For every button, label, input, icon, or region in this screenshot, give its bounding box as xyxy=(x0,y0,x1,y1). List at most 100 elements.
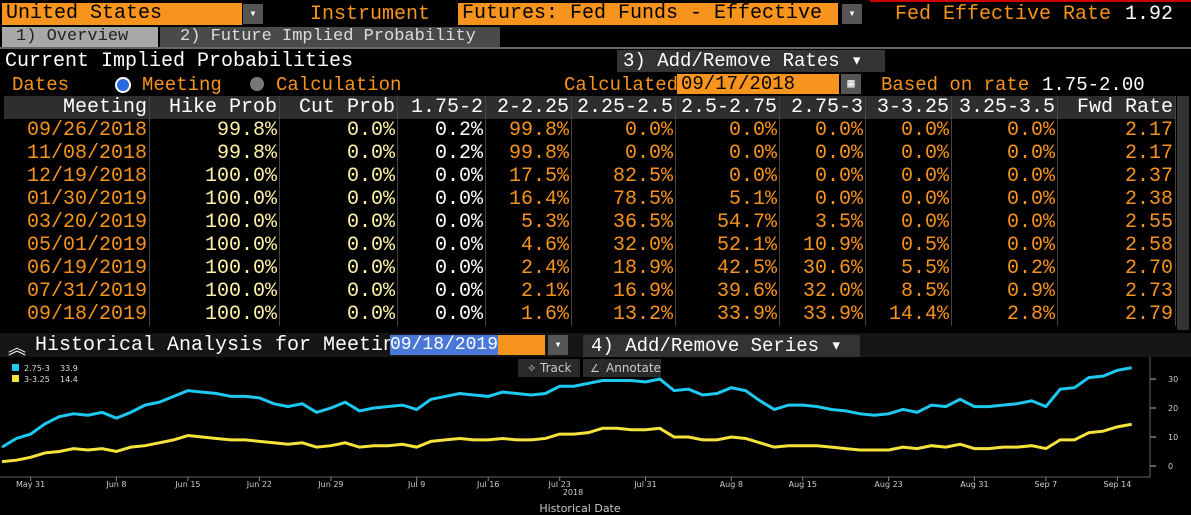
table-cell: 0.0% xyxy=(865,119,952,142)
column-header: 2.25-2.5 xyxy=(571,96,676,119)
chart: Track Annotate ✧ ∠ 2018 Historical Date … xyxy=(0,357,1178,515)
table-cell: 2.38 xyxy=(1057,188,1176,211)
table-cell: 5.5% xyxy=(865,257,952,280)
table-cell: 0.0% xyxy=(951,188,1058,211)
add-remove-button[interactable]: 3) Add/Remove Rates ▾ xyxy=(617,50,885,72)
table-cell: 0.0% xyxy=(865,142,952,165)
icon: ✧ xyxy=(527,362,536,375)
table-cell: 78.5% xyxy=(571,188,676,211)
instrument-field[interactable]: Futures: Fed Funds - Effective xyxy=(458,3,838,25)
x-tick-label: Jun 15 xyxy=(174,480,200,489)
y-tick-label: 0 xyxy=(1168,462,1173,471)
column-header: 2.5-2.75 xyxy=(675,96,780,119)
table-row: 12/19/2018 100.0% 0.0% 0.0% 17.5% 82.5% 0.0% 0.… xyxy=(4,165,1176,188)
add-series-button[interactable]: 4) Add/Remove Series ▾ xyxy=(583,335,860,357)
panel-title: Current Implied Probabilities xyxy=(5,50,354,73)
table-cell: 14.4% xyxy=(865,303,952,326)
meeting-field[interactable]: 09/18/2019 xyxy=(390,335,545,355)
legend-label: 2.75-3 xyxy=(24,364,50,373)
table-cell: 42.5% xyxy=(675,257,780,280)
table-cell: 0.0% xyxy=(865,165,952,188)
table-cell: 0.2% xyxy=(951,257,1058,280)
table-cell: 11/08/2018 xyxy=(4,142,150,165)
label: Instrument xyxy=(310,3,431,26)
table-cell: 30.6% xyxy=(779,257,866,280)
label: Dates xyxy=(12,74,70,96)
table-cell: 17.5% xyxy=(485,165,572,188)
x-tick-label: Jun 8 xyxy=(105,480,126,489)
table-cell: 100.0% xyxy=(149,188,280,211)
scrollbar[interactable] xyxy=(1177,96,1189,330)
dropdown[interactable]: ▾ xyxy=(548,335,568,355)
dropdown[interactable]: ▾ xyxy=(842,4,862,24)
track-button[interactable] xyxy=(518,359,580,377)
table-cell: 100.0% xyxy=(149,211,280,234)
x-tick-label: Jun 29 xyxy=(317,480,343,489)
table-cell: 0.0% xyxy=(951,142,1058,165)
calendar-button[interactable]: ▦ xyxy=(841,74,861,94)
table-cell: 0.0% xyxy=(865,188,952,211)
radio-selected[interactable] xyxy=(115,77,131,93)
tab[interactable]: 1) Overview xyxy=(2,27,158,47)
table-cell: 4.6% xyxy=(485,234,572,257)
table-cell: 0.0% xyxy=(279,303,398,326)
x-tick-label: Aug 15 xyxy=(789,480,817,489)
table-cell: 0.2% xyxy=(397,142,486,165)
table-cell: 99.8% xyxy=(485,142,572,165)
tab[interactable]: 2) Future Implied Probability xyxy=(160,27,500,47)
table-cell: 100.0% xyxy=(149,303,280,326)
table-cell: 0.0% xyxy=(279,257,398,280)
column-header: Meeting xyxy=(4,96,150,119)
x-tick-label: Sep 7 xyxy=(1035,480,1058,489)
date-field[interactable]: 09/17/2018 xyxy=(677,74,839,94)
collapse-icon[interactable]: ︽ xyxy=(8,340,26,360)
table-cell: 0.0% xyxy=(279,142,398,165)
x-tick-label: Jul 9 xyxy=(407,480,425,489)
table-cell: 99.8% xyxy=(485,119,572,142)
column-header: 3-3.25 xyxy=(865,96,952,119)
series-line xyxy=(1,366,1132,449)
table-cell: 2.73 xyxy=(1057,280,1176,303)
table-cell: 2.37 xyxy=(1057,165,1176,188)
table-cell: 39.6% xyxy=(675,280,780,303)
table-cell: 0.0% xyxy=(397,165,486,188)
table-cell: 0.0% xyxy=(779,165,866,188)
table-cell: 8.5% xyxy=(865,280,952,303)
radio[interactable] xyxy=(250,77,264,91)
table-cell: 33.9% xyxy=(675,303,780,326)
x-tick-label: Aug 8 xyxy=(720,480,743,489)
table-cell: 0.2% xyxy=(397,119,486,142)
table-cell: 2.55 xyxy=(1057,211,1176,234)
column-header: 1.75-2 xyxy=(397,96,486,119)
icon: ∠ xyxy=(590,362,600,375)
series-line xyxy=(1,422,1132,464)
table-cell: 13.2% xyxy=(571,303,676,326)
column-header: Hike Prob xyxy=(149,96,280,119)
label: Meeting xyxy=(142,74,222,96)
table-cell: 0.0% xyxy=(675,165,780,188)
column-header: 2.75-3 xyxy=(779,96,866,119)
table-cell: 2.17 xyxy=(1057,119,1176,142)
annotate-button[interactable] xyxy=(583,359,661,377)
table-row: 09/18/2019 100.0% 0.0% 0.0% 1.6% 13.2% 33.9% 33… xyxy=(4,303,1176,326)
table-cell: 0.5% xyxy=(865,234,952,257)
table-cell: 0.0% xyxy=(571,142,676,165)
table-cell: 5.3% xyxy=(485,211,572,234)
meeting-value: 09/18/2019 xyxy=(390,335,499,355)
button-label: 4) Add/Remove Series xyxy=(591,335,820,357)
button-label: 3) Add/Remove Rates xyxy=(623,50,840,72)
table-cell: 0.0% xyxy=(397,280,486,303)
column-header: Cut Prob xyxy=(279,96,398,119)
country-field[interactable]: United States xyxy=(2,3,242,25)
label: Fed Effective Rate xyxy=(895,3,1112,26)
divider xyxy=(0,47,1191,49)
table-cell: 05/01/2019 xyxy=(4,234,150,257)
table-cell: 2.17 xyxy=(1057,142,1176,165)
dropdown[interactable]: ▾ xyxy=(243,4,263,24)
table-cell: 06/19/2019 xyxy=(4,257,150,280)
based-value: 1.75-2.00 xyxy=(1042,74,1145,96)
legend-swatch xyxy=(12,364,19,371)
table-cell: 0.0% xyxy=(279,211,398,234)
table-cell: 0.0% xyxy=(951,119,1058,142)
table-cell: 99.8% xyxy=(149,119,280,142)
